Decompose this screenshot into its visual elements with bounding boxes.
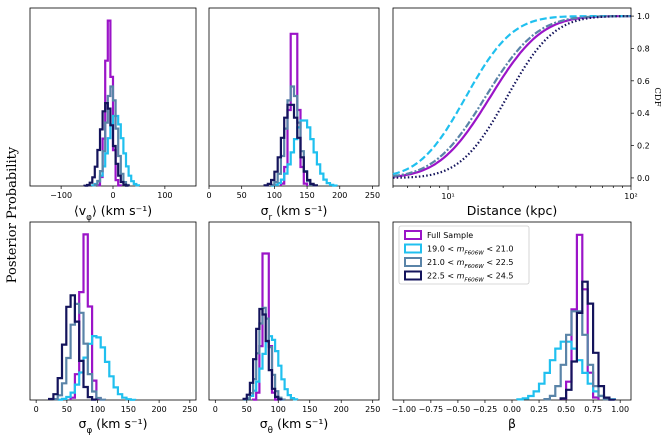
x-ticks: 0 50 100 150 200 250 bbox=[213, 400, 380, 414]
x-tick-label: 100 bbox=[157, 191, 172, 200]
x-tick-label: 250 bbox=[182, 405, 197, 414]
x-ticks: −100 0 100 bbox=[50, 186, 173, 200]
x-tick-label: 250 bbox=[365, 405, 380, 414]
histogram-s3 bbox=[83, 102, 130, 187]
x-tick-label: 200 bbox=[332, 191, 347, 200]
x-tick-label: −0.75 bbox=[419, 405, 444, 414]
panel-frame bbox=[208, 7, 380, 187]
x-tick-label: 50 bbox=[237, 191, 247, 200]
panel-frame bbox=[29, 221, 197, 401]
panel-sigma-theta: 0 50 100 150 200 250 σθ (km s⁻¹) bbox=[208, 221, 380, 436]
histogram-s1 bbox=[56, 335, 137, 401]
legend: Full Sample 19.0 < mF606W < 21.021.0 < mF… bbox=[398, 225, 530, 285]
panel-sigma-r: 0 50 100 150 200 250 σr (km s⁻¹) bbox=[206, 7, 380, 223]
y-tick-label: 0.8 bbox=[637, 44, 650, 53]
x-tick-label: 0.50 bbox=[557, 405, 575, 414]
histogram-s1 bbox=[242, 335, 299, 401]
y-tick-label: 0.4 bbox=[637, 109, 650, 118]
x-tick-label: 0 bbox=[206, 191, 211, 200]
x-ticks: 0 50 100 150 200 250 bbox=[206, 186, 380, 200]
legend-swatch-s2 bbox=[404, 257, 422, 267]
y-tick-label: 0.2 bbox=[637, 142, 650, 151]
x-tick-label: 50 bbox=[242, 405, 252, 414]
x-tick-label: −100 bbox=[50, 191, 72, 200]
y-tick-label: 1.0 bbox=[637, 12, 650, 21]
panel-sigma-phi: 0 50 100 150 200 250 σφ (km s⁻¹) bbox=[29, 221, 197, 436]
histogram-s2 bbox=[52, 302, 107, 401]
cdf-y-axis-label: CDF bbox=[652, 87, 662, 106]
x-tick-label: 200 bbox=[151, 405, 166, 414]
x-ticks: −1.00 −0.75 −0.50 −0.25 0.00 0.25 0.50 0.75 1.00 bbox=[392, 400, 629, 414]
histogram-s1 bbox=[270, 119, 338, 187]
legend-swatch-s3 bbox=[404, 270, 422, 281]
x-axis-label: β bbox=[508, 416, 516, 431]
x-ticks: 0 50 100 150 200 250 bbox=[34, 400, 197, 414]
histogram-s2 bbox=[93, 85, 130, 187]
x-tick-label: −1.00 bbox=[392, 405, 417, 414]
x-tick-label: 150 bbox=[121, 405, 136, 414]
histogram-s3 bbox=[242, 307, 283, 401]
legend-label-s1: 19.0 < mF606W < 21.0 bbox=[427, 245, 513, 257]
x-tick-label: 10² bbox=[624, 192, 637, 201]
cdf-line-s2 bbox=[392, 15, 631, 178]
legend-swatch-full bbox=[404, 230, 422, 240]
x-tick-label: 0 bbox=[213, 405, 218, 414]
x-tick-label: 0.00 bbox=[503, 405, 521, 414]
x-tick-label: 200 bbox=[334, 405, 349, 414]
histogram-s2 bbox=[543, 310, 611, 401]
x-tick-label: 1.00 bbox=[611, 405, 629, 414]
histogram-series-group bbox=[242, 252, 299, 401]
histogram-series-group bbox=[516, 233, 616, 401]
x-tick-label: 100 bbox=[90, 405, 105, 414]
legend-label-full: Full Sample bbox=[427, 231, 473, 240]
x-tick-label: 10¹ bbox=[441, 192, 454, 201]
x-axis-label: Distance (kpc) bbox=[467, 203, 557, 218]
legend-frame bbox=[398, 225, 530, 285]
legend-label-s2: 21.0 < mF606W < 22.5 bbox=[427, 258, 513, 270]
x-tick-label: 0 bbox=[110, 191, 115, 200]
x-tick-label: 50 bbox=[62, 405, 72, 414]
x-tick-label: 100 bbox=[267, 191, 282, 200]
histogram-series-group bbox=[263, 32, 338, 187]
y-tick-label: 0.6 bbox=[637, 77, 650, 86]
legend-label-s3: 22.5 < mF606W < 24.5 bbox=[427, 272, 513, 284]
histogram-s3 bbox=[263, 103, 318, 187]
histogram-s3 bbox=[48, 294, 98, 401]
panel-frame bbox=[208, 221, 380, 401]
panel-vphi: −100 0 100 ⟨vφ⟩ (km s⁻¹) bbox=[29, 7, 197, 223]
x-tick-label: 100 bbox=[271, 405, 286, 414]
panel-frame bbox=[392, 7, 632, 187]
histogram-series-group bbox=[48, 233, 137, 401]
x-axis-label: σφ (km s⁻¹) bbox=[79, 416, 148, 436]
histogram-full bbox=[96, 19, 122, 187]
y-axis-label: Posterior Probability bbox=[5, 146, 20, 283]
x-tick-label: −0.25 bbox=[473, 405, 498, 414]
x-axis-label: σθ (km s⁻¹) bbox=[260, 416, 329, 436]
x-axis-label: σr (km s⁻¹) bbox=[261, 203, 328, 223]
x-tick-label: 250 bbox=[365, 191, 380, 200]
panel-beta: −1.00 −0.75 −0.50 −0.25 0.00 0.25 0.50 0.75 1.00… bbox=[392, 221, 632, 431]
cdf-line-s1 bbox=[392, 15, 631, 176]
x-tick-label: −0.50 bbox=[446, 405, 471, 414]
x-tick-label: 0.75 bbox=[584, 405, 602, 414]
histogram-series-group bbox=[83, 19, 140, 187]
histogram-s3 bbox=[559, 280, 616, 401]
x-axis-label: ⟨vφ⟩ (km s⁻¹) bbox=[74, 203, 152, 223]
cdf-series-group bbox=[392, 15, 632, 179]
x-tick-label: 150 bbox=[299, 191, 314, 200]
legend-swatch-s1 bbox=[404, 243, 422, 254]
x-tick-label: 0 bbox=[34, 405, 39, 414]
x-tick-label: 0.25 bbox=[530, 405, 548, 414]
x-tick-label: 150 bbox=[302, 405, 317, 414]
y-tick-label: 0.0 bbox=[637, 174, 650, 183]
